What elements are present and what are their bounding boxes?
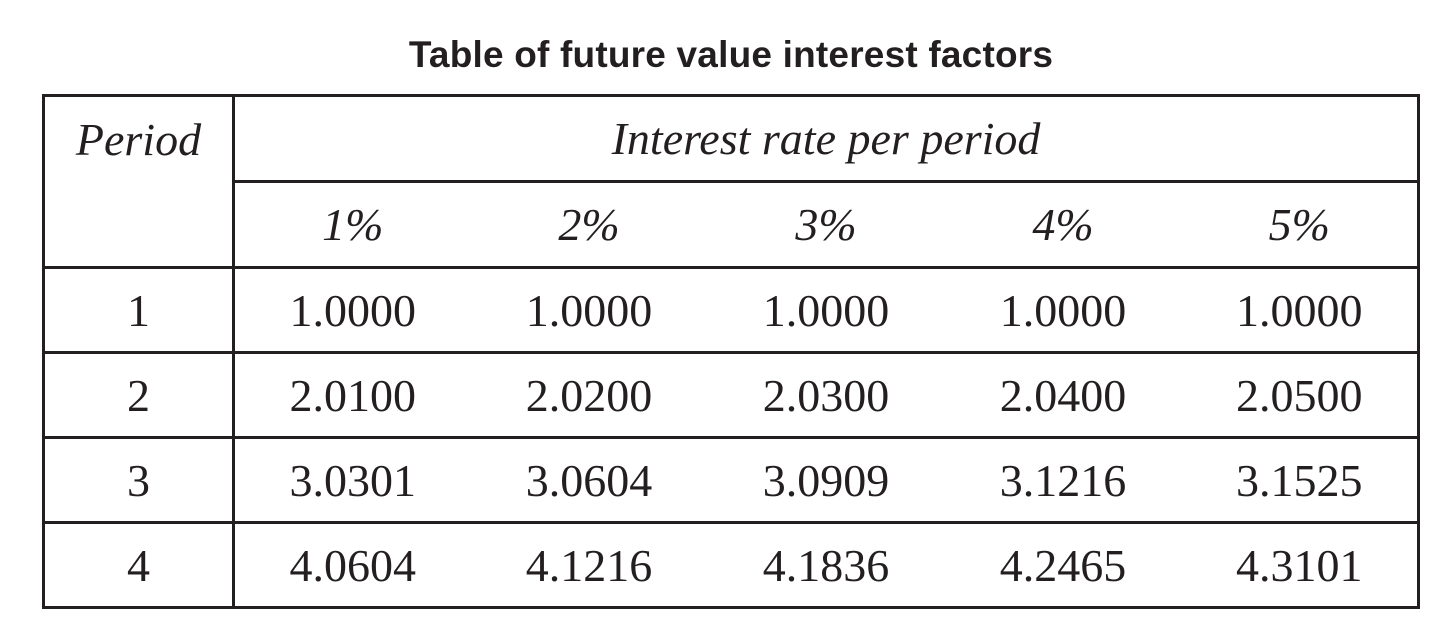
factor-cell: 3.1216 xyxy=(944,436,1182,524)
factor-cell: 3.0909 xyxy=(707,436,945,524)
factor-cell: 2.0100 xyxy=(233,351,471,439)
factor-cell: 4.1836 xyxy=(707,521,945,609)
table-row: 4 4.0604 4.1216 4.1836 4.2465 4.3101 xyxy=(42,521,1421,609)
table-row: 2 2.0100 2.0200 2.0300 2.0400 2.0500 xyxy=(42,351,1421,439)
header-row: Period Interest rate per period xyxy=(42,94,1421,269)
factor-cell: 4.1216 xyxy=(470,521,708,609)
rate-header-row: 1% 2% 3% 4% 5% xyxy=(44,181,1421,269)
factor-cell: 1.0000 xyxy=(944,266,1182,354)
factor-cell: 3.1525 xyxy=(1181,436,1421,524)
period-cell: 4 xyxy=(42,521,235,609)
factor-cell: 2.0400 xyxy=(944,351,1182,439)
table-row: 1 1.0000 1.0000 1.0000 1.0000 1.0000 xyxy=(42,266,1421,354)
table-title: Table of future value interest factors xyxy=(408,34,1054,75)
rate-header-cell: 2% xyxy=(470,181,708,269)
factor-cell: 3.0604 xyxy=(470,436,708,524)
factor-cell: 1.0000 xyxy=(707,266,945,354)
rate-header-cell: 5% xyxy=(1181,181,1421,269)
period-cell: 1 xyxy=(42,266,235,354)
period-cell: 2 xyxy=(42,351,235,439)
factor-cell: 4.2465 xyxy=(944,521,1182,609)
factor-cell: 2.0200 xyxy=(470,351,708,439)
rate-header-cell: 1% xyxy=(232,181,471,269)
factor-cell: 1.0000 xyxy=(1181,266,1421,354)
factor-cell: 3.0301 xyxy=(233,436,471,524)
factor-cell: 4.0604 xyxy=(233,521,471,609)
factor-cell: 2.0500 xyxy=(1181,351,1421,439)
factor-cell: 2.0300 xyxy=(707,351,945,439)
factor-cell: 1.0000 xyxy=(233,266,471,354)
rate-header-cell: 4% xyxy=(944,181,1182,269)
rate-header-cell: 3% xyxy=(707,181,945,269)
table-row: 3 3.0301 3.0604 3.0909 3.1216 3.1525 xyxy=(42,436,1421,524)
factor-cell: 4.3101 xyxy=(1181,521,1421,609)
period-column-header: Period xyxy=(42,94,235,269)
factor-cell: 1.0000 xyxy=(470,266,708,354)
rate-group-header: Interest rate per period xyxy=(231,94,1421,183)
future-value-table: Period Interest rate per period 1% 2% 3%… xyxy=(42,94,1421,609)
period-cell: 3 xyxy=(42,436,235,524)
